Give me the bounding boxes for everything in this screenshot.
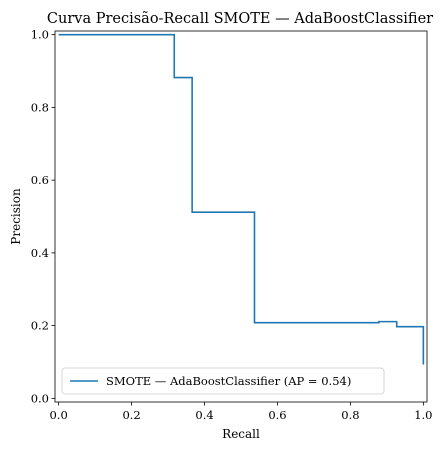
y-tick-label: 0.8 — [31, 100, 49, 114]
x-tick-label: 0.2 — [122, 408, 140, 422]
x-axis-label: Recall — [222, 427, 260, 441]
y-axis: 0.0 0.2 0.4 0.6 0.8 1.0 — [31, 28, 55, 405]
y-tick-label: 0.6 — [31, 173, 49, 187]
x-tick-label: 0.8 — [341, 408, 359, 422]
x-axis: 0.0 0.2 0.4 0.6 0.8 1.0 — [49, 402, 433, 422]
pr-curve-line — [58, 33, 425, 365]
y-tick-label: 0.4 — [31, 246, 49, 260]
x-tick-label: 1.0 — [414, 408, 432, 422]
x-tick-label: 0.0 — [49, 408, 67, 422]
y-tick-label: 0.0 — [31, 391, 49, 405]
series-layer — [58, 33, 425, 365]
y-axis-label: Precision — [9, 188, 23, 245]
plot-frame — [54, 30, 428, 403]
legend: SMOTE — AdaBoostClassifier (AP = 0.54) — [61, 367, 385, 395]
x-tick-label: 0.4 — [195, 408, 213, 422]
chart-title: Curva Precisão-Recall SMOTE — AdaBoostCl… — [47, 11, 433, 27]
y-tick-label: 1.0 — [31, 28, 49, 42]
y-tick-label: 0.2 — [31, 319, 49, 333]
x-tick-label: 0.6 — [268, 408, 286, 422]
legend-box — [61, 367, 385, 395]
legend-label: SMOTE — AdaBoostClassifier (AP = 0.54) — [106, 374, 351, 388]
